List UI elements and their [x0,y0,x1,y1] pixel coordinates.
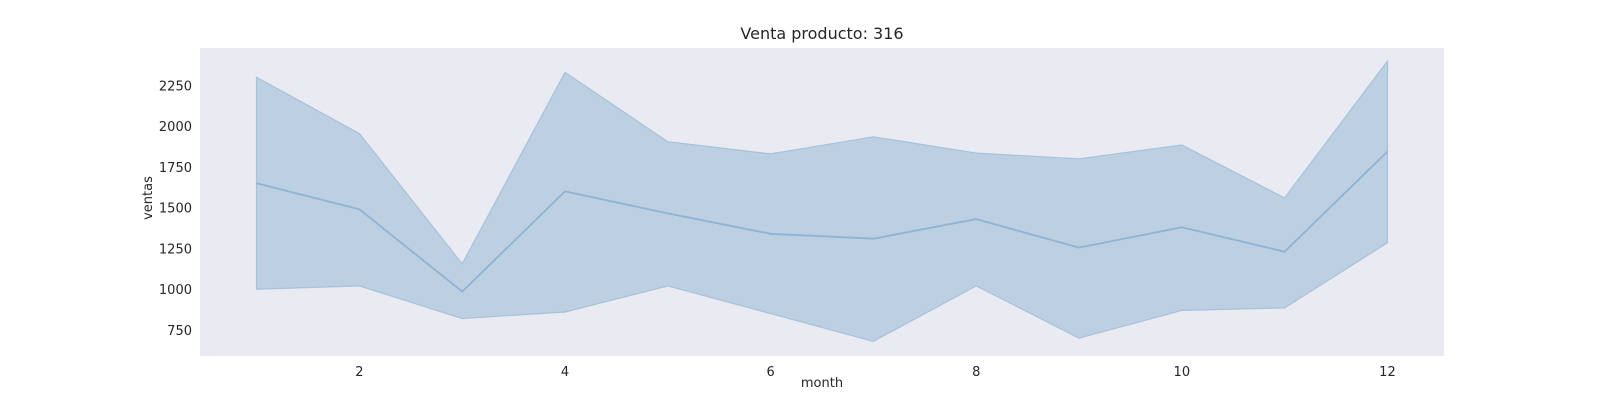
chart-title: Venta producto: 316 [740,24,903,43]
y-tick-label: 1500 [159,202,192,217]
x-axis-ticks: 2 4 6 8 10 12 [355,365,1396,380]
y-tick-label: 1000 [159,283,192,298]
x-axis-label: month [801,376,843,391]
x-tick-label: 12 [1379,365,1396,380]
y-tick-label: 1250 [159,242,192,257]
x-tick-label: 2 [355,365,363,380]
y-axis-label: ventas [141,176,156,220]
confidence-band-layer [255,59,1389,342]
y-tick-label: 2250 [159,79,192,94]
x-tick-label: 8 [972,365,980,380]
y-tick-label: 2000 [159,120,192,135]
x-tick-label: 6 [766,365,774,380]
y-tick-label: 750 [167,324,192,339]
y-axis-ticks: 750 1000 1250 1500 1750 2000 2250 [159,79,192,338]
x-tick-label: 10 [1174,365,1191,380]
y-tick-label: 1750 [159,161,192,176]
confidence-band [255,59,1389,342]
series-line [256,150,1389,293]
x-tick-label: 4 [561,365,569,380]
series-line-layer [256,150,1389,293]
